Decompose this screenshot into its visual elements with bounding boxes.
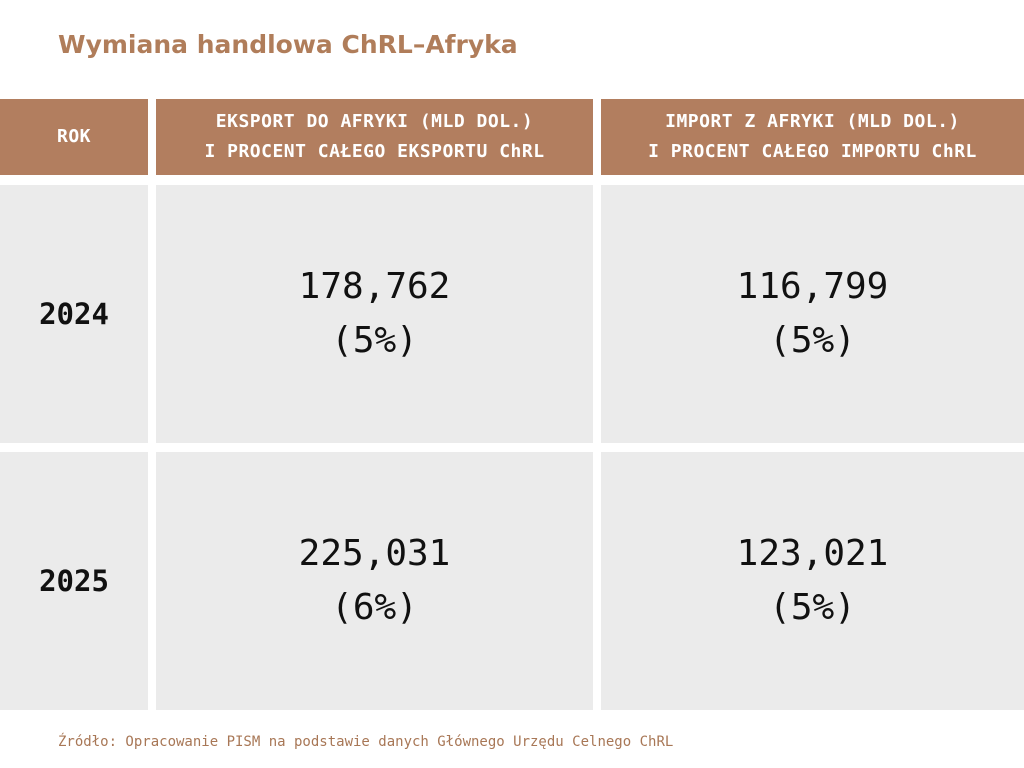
source-note: Źródło: Opracowanie PISM na podstawie da… (58, 734, 674, 750)
header-export: EKSPORT DO AFRYKI (MLD DOL.) I PROCENT C… (156, 99, 593, 175)
table-row-2024-year: 2024 (0, 185, 148, 443)
year-cell: 2025 (39, 564, 109, 598)
header-export-line1: EKSPORT DO AFRYKI (MLD DOL.) (215, 111, 534, 132)
header-import-line2: I PROCENT CAŁEGO IMPORTU ChRL (648, 141, 977, 162)
header-year-label: ROK (56, 126, 91, 147)
export-share: (6%) (331, 587, 418, 628)
import-share: (5%) (769, 587, 856, 628)
header-import: IMPORT Z AFRYKI (MLD DOL.) I PROCENT CAŁ… (601, 99, 1024, 175)
header-import-line1: IMPORT Z AFRYKI (MLD DOL.) (665, 111, 960, 132)
year-cell: 2024 (39, 297, 109, 331)
header-year: ROK (0, 99, 148, 175)
table-row-2024-export: 178,762 (5%) (156, 185, 593, 443)
import-share: (5%) (769, 320, 856, 361)
table-row-2024-import: 116,799 (5%) (601, 185, 1024, 443)
page-title: Wymiana handlowa ChRL–Afryka (58, 30, 518, 59)
header-export-line2: I PROCENT CAŁEGO EKSPORTU ChRL (204, 141, 545, 162)
import-value: 123,021 (736, 533, 889, 574)
import-value: 116,799 (736, 266, 889, 307)
export-value: 178,762 (298, 266, 451, 307)
table-row-2025-export: 225,031 (6%) (156, 452, 593, 710)
table-row-2025-import: 123,021 (5%) (601, 452, 1024, 710)
export-share: (5%) (331, 320, 418, 361)
table-row-2025-year: 2025 (0, 452, 148, 710)
export-value: 225,031 (298, 533, 451, 574)
